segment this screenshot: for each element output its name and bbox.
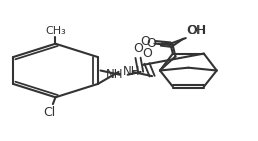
Text: NH: NH xyxy=(106,68,124,81)
Text: NH: NH xyxy=(123,65,140,78)
Text: O: O xyxy=(133,42,143,55)
Text: O: O xyxy=(146,37,156,49)
Text: OH: OH xyxy=(187,24,206,37)
Text: CH₃: CH₃ xyxy=(45,26,66,36)
Text: O: O xyxy=(140,35,150,48)
Text: Cl: Cl xyxy=(43,106,55,119)
Text: O: O xyxy=(142,47,152,60)
Text: OH: OH xyxy=(186,24,205,37)
